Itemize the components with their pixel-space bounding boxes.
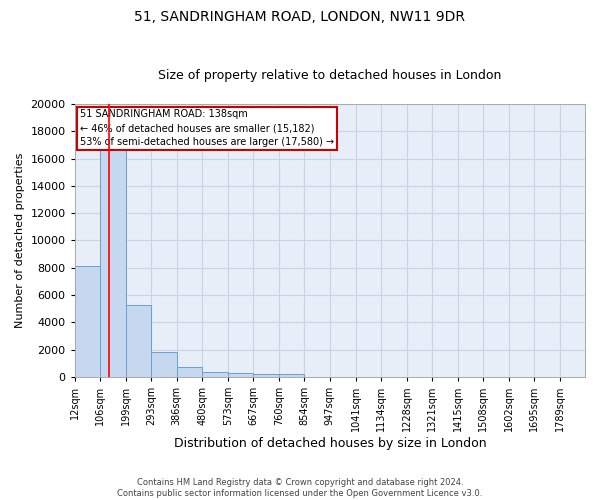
- Bar: [228, 373, 253, 377]
- Bar: [75, 266, 100, 377]
- Text: 51, SANDRINGHAM ROAD, LONDON, NW11 9DR: 51, SANDRINGHAM ROAD, LONDON, NW11 9DR: [134, 10, 466, 24]
- Text: 51 SANDRINGHAM ROAD: 138sqm
← 46% of detached houses are smaller (15,182)
53% of: 51 SANDRINGHAM ROAD: 138sqm ← 46% of det…: [80, 110, 334, 148]
- Bar: [279, 374, 304, 377]
- Bar: [253, 374, 279, 377]
- Bar: [100, 150, 126, 377]
- X-axis label: Distribution of detached houses by size in London: Distribution of detached houses by size …: [173, 437, 486, 450]
- Title: Size of property relative to detached houses in London: Size of property relative to detached ho…: [158, 69, 502, 82]
- Bar: [151, 352, 177, 377]
- Y-axis label: Number of detached properties: Number of detached properties: [15, 153, 25, 328]
- Bar: [177, 368, 202, 377]
- Bar: [126, 304, 151, 377]
- Text: Contains HM Land Registry data © Crown copyright and database right 2024.
Contai: Contains HM Land Registry data © Crown c…: [118, 478, 482, 498]
- Bar: [202, 372, 228, 377]
